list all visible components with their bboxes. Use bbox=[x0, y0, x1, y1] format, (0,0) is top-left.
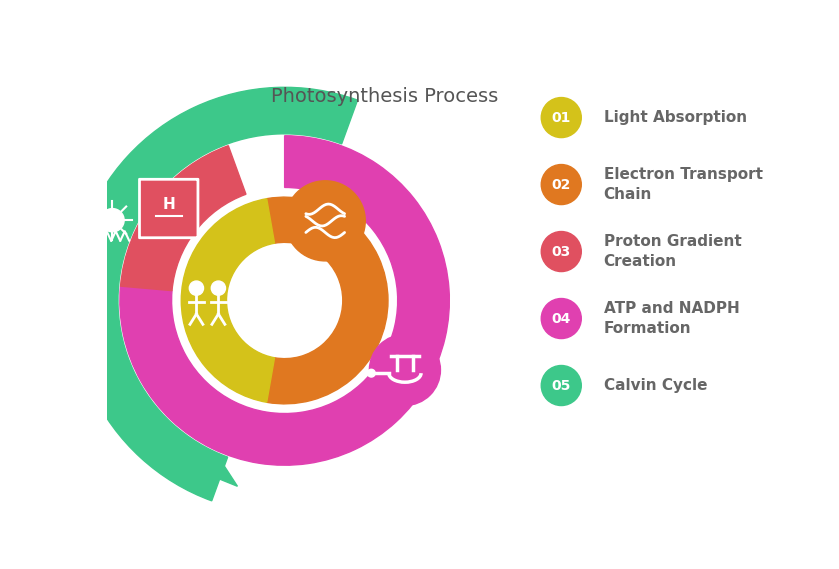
Circle shape bbox=[285, 181, 365, 261]
Circle shape bbox=[369, 335, 440, 406]
Text: 04: 04 bbox=[551, 312, 571, 325]
Text: 02: 02 bbox=[551, 178, 571, 192]
Text: ATP and NADPH: ATP and NADPH bbox=[603, 301, 739, 316]
Text: 01: 01 bbox=[551, 110, 571, 125]
Circle shape bbox=[101, 209, 124, 232]
FancyBboxPatch shape bbox=[139, 179, 198, 238]
Circle shape bbox=[541, 164, 581, 205]
Circle shape bbox=[190, 281, 204, 295]
Text: Calvin Cycle: Calvin Cycle bbox=[603, 378, 707, 393]
Polygon shape bbox=[190, 460, 237, 486]
Circle shape bbox=[541, 232, 581, 271]
Wedge shape bbox=[181, 199, 274, 402]
Wedge shape bbox=[71, 87, 357, 501]
Wedge shape bbox=[267, 197, 388, 404]
Text: 05: 05 bbox=[551, 378, 571, 393]
Circle shape bbox=[541, 97, 581, 138]
Wedge shape bbox=[121, 146, 246, 291]
Circle shape bbox=[541, 365, 581, 406]
Text: Photosynthesis Process: Photosynthesis Process bbox=[271, 86, 498, 106]
Text: Proton Gradient: Proton Gradient bbox=[603, 234, 742, 249]
Text: Creation: Creation bbox=[603, 254, 677, 269]
Text: Light Absorption: Light Absorption bbox=[603, 110, 747, 125]
Circle shape bbox=[211, 281, 226, 295]
Circle shape bbox=[541, 299, 581, 339]
Wedge shape bbox=[120, 136, 450, 465]
Text: Chain: Chain bbox=[603, 187, 652, 202]
Text: H: H bbox=[162, 197, 175, 212]
Text: Electron Transport: Electron Transport bbox=[603, 167, 763, 182]
Text: 03: 03 bbox=[552, 245, 571, 258]
Circle shape bbox=[367, 369, 375, 377]
Text: Formation: Formation bbox=[603, 321, 691, 336]
